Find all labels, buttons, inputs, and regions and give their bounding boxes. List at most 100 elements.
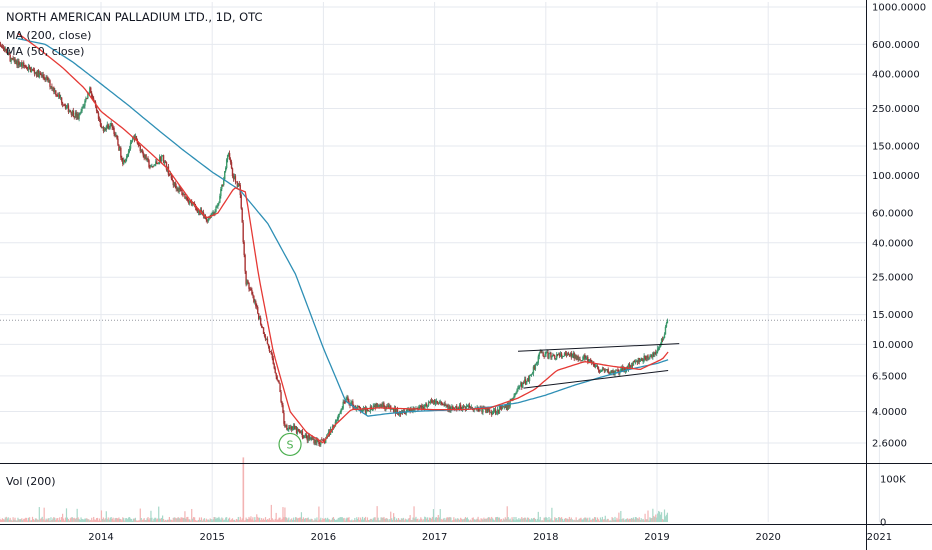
volume-bar xyxy=(246,518,248,522)
volume-bar xyxy=(92,520,94,522)
volume-bar xyxy=(607,518,609,522)
candle-body xyxy=(406,410,408,412)
volume-bar-spike xyxy=(242,457,245,522)
candle-body xyxy=(6,52,8,54)
volume-bar xyxy=(519,519,521,522)
volume-bar xyxy=(536,518,538,522)
volume-bar xyxy=(166,519,169,522)
volume-bar xyxy=(186,517,188,522)
volume-bar xyxy=(664,516,667,522)
volume-bar xyxy=(307,517,309,522)
volume-bar xyxy=(527,517,529,522)
candle-body xyxy=(273,364,275,369)
candle-body xyxy=(590,359,592,361)
candle-body xyxy=(71,110,74,115)
candle-body xyxy=(613,370,615,375)
candle-body xyxy=(366,408,369,411)
volume-bar xyxy=(583,518,585,522)
volume-bar xyxy=(512,519,514,522)
volume-bar xyxy=(301,518,303,522)
volume-bar xyxy=(340,517,342,522)
volume-bar xyxy=(647,510,649,522)
volume-bar xyxy=(270,504,272,522)
volume-bar xyxy=(333,518,336,522)
legend-ma50[interactable]: MA (50, close) xyxy=(6,45,84,58)
price-axis[interactable]: 1000.0000 600.0000 400.0000 250.0000 150.000… xyxy=(872,3,926,450)
candle-body xyxy=(8,52,10,55)
volume-bar xyxy=(470,520,472,522)
candle-body xyxy=(25,66,28,69)
candle-body xyxy=(457,407,459,410)
candle-body xyxy=(539,350,541,354)
candle-body xyxy=(144,154,146,159)
candle-body xyxy=(335,420,338,422)
volume-bar xyxy=(528,519,531,522)
volume-bar xyxy=(291,518,293,522)
candle-body xyxy=(418,407,420,410)
volume-bar xyxy=(507,517,509,522)
candle-body xyxy=(659,344,662,347)
volume-bar xyxy=(117,518,119,522)
volume-bar xyxy=(0,519,3,522)
candle-body xyxy=(454,408,456,409)
candle-body xyxy=(291,428,294,430)
candle-body xyxy=(26,68,29,70)
volume-bar xyxy=(174,517,176,522)
signal-marker-circle[interactable] xyxy=(278,432,302,457)
candle-body xyxy=(630,365,633,368)
volume-bar xyxy=(137,520,139,522)
volume-bar xyxy=(387,519,389,522)
candle-body xyxy=(127,150,130,155)
volume-bar xyxy=(289,520,291,522)
time-axis[interactable]: 2014 2015 2016 2017 2018 2019 2020 2021 xyxy=(88,532,892,543)
candle-body xyxy=(491,411,493,415)
volume-bar xyxy=(473,519,475,522)
candle-body xyxy=(85,98,87,101)
volume-bar xyxy=(521,517,523,522)
candle-body xyxy=(267,343,270,347)
volume-bars xyxy=(0,457,669,522)
candle-body xyxy=(16,61,18,66)
candle-body xyxy=(179,187,181,190)
volume-bar xyxy=(221,517,223,522)
legend-ma200[interactable]: MA (200, close) xyxy=(6,29,91,42)
candle-body xyxy=(606,369,608,371)
candle-body xyxy=(165,162,168,170)
volume-bar xyxy=(636,518,638,522)
signal-marker[interactable]: S xyxy=(278,432,302,457)
volume-bar xyxy=(284,507,286,522)
volume-bar xyxy=(502,518,504,522)
volume-bar xyxy=(569,518,571,522)
volume-bar xyxy=(258,518,260,522)
volume-bar xyxy=(501,520,503,522)
volume-bar xyxy=(156,519,158,522)
volume-bar xyxy=(493,519,495,522)
volume-bar xyxy=(460,517,462,522)
volume-bar xyxy=(586,518,588,522)
candle-body xyxy=(295,426,298,433)
candle-body xyxy=(0,43,2,47)
candle-body xyxy=(523,382,525,384)
candle-body xyxy=(500,407,503,410)
volume-bar xyxy=(280,520,282,522)
volume-bar xyxy=(363,517,366,522)
volume-bar xyxy=(315,519,317,522)
candle-body xyxy=(78,114,80,119)
volume-bar xyxy=(468,520,470,522)
volume-bar xyxy=(367,520,370,522)
candle-body xyxy=(524,379,527,385)
volume-bar xyxy=(632,517,635,522)
volume-bar xyxy=(663,509,666,522)
candle-body xyxy=(593,365,596,367)
volume-bar xyxy=(576,520,578,522)
candle-body xyxy=(364,407,367,413)
volume-bar xyxy=(37,519,39,522)
candle-body xyxy=(530,374,533,376)
candle-body xyxy=(86,98,88,99)
candle-body xyxy=(492,410,495,412)
candle-body xyxy=(424,404,426,409)
volume-bar xyxy=(105,511,107,522)
candle-body xyxy=(282,405,284,414)
candle-body xyxy=(652,352,654,358)
